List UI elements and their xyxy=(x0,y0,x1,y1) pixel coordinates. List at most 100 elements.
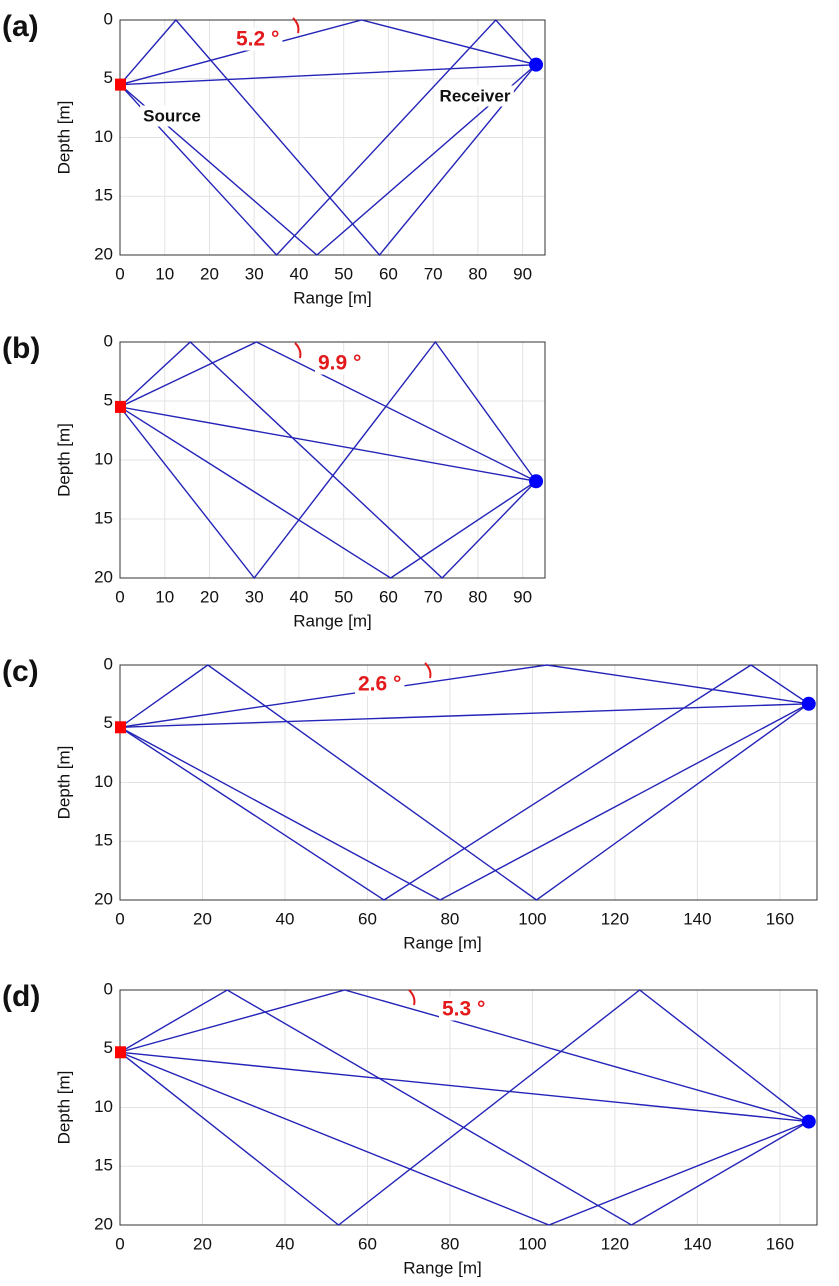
y-tick-label: 20 xyxy=(94,1214,113,1233)
x-tick-label: 20 xyxy=(200,264,219,283)
angle-label: 2.6 ° xyxy=(358,673,401,696)
x-tick-label: 100 xyxy=(518,909,546,928)
plot-frame xyxy=(119,341,546,579)
y-tick-label: 15 xyxy=(94,831,113,850)
receiver-label: Receiver xyxy=(440,86,511,105)
ray xyxy=(119,989,809,1123)
source-marker xyxy=(115,78,126,91)
ray xyxy=(119,18,537,257)
angle-label: 9.9 ° xyxy=(318,352,361,375)
y-tick-label: 10 xyxy=(94,449,113,468)
ray xyxy=(119,340,537,580)
panel-label: (c) xyxy=(2,655,39,688)
y-tick-label: 20 xyxy=(94,244,113,263)
angle-arc xyxy=(294,342,302,359)
receiver-marker xyxy=(801,696,816,711)
x-tick-label: 40 xyxy=(289,264,308,283)
y-tick-label: 10 xyxy=(94,772,113,791)
ray xyxy=(119,19,537,86)
x-axis-label: Range [m] xyxy=(403,933,481,952)
angle-arc xyxy=(424,662,432,679)
ray xyxy=(119,406,537,482)
x-axis-label: Range [m] xyxy=(293,288,371,307)
x-tick-label: 140 xyxy=(683,1234,711,1253)
ray xyxy=(119,664,810,901)
x-tick-label: 0 xyxy=(115,909,124,928)
ray xyxy=(119,989,810,1226)
receiver-marker xyxy=(529,474,544,489)
ray xyxy=(119,18,537,257)
y-tick-label: 20 xyxy=(94,567,113,586)
angle-arc xyxy=(292,17,300,34)
x-tick-label: 0 xyxy=(115,264,124,283)
label-bg xyxy=(439,997,489,1021)
y-axis-label: Depth [m] xyxy=(54,101,73,175)
y-tick-label: 0 xyxy=(104,9,113,28)
label-bg xyxy=(315,351,365,375)
x-tick-label: 120 xyxy=(601,1234,629,1253)
receiver-marker xyxy=(529,57,544,72)
ray xyxy=(119,664,809,728)
ray xyxy=(119,989,810,1226)
y-axis-label: Depth [m] xyxy=(54,423,73,497)
ray xyxy=(119,703,809,728)
ray xyxy=(119,341,537,579)
label-bg xyxy=(233,27,283,51)
y-tick-label: 0 xyxy=(104,654,113,673)
x-axis-label: Range [m] xyxy=(293,611,371,630)
panel-label: (a) xyxy=(2,10,39,43)
y-tick-label: 10 xyxy=(94,127,113,146)
source-marker xyxy=(115,721,126,734)
ray xyxy=(119,341,537,482)
x-tick-label: 70 xyxy=(424,264,443,283)
x-tick-label: 0 xyxy=(115,587,124,606)
y-tick-label: 5 xyxy=(104,390,113,409)
x-tick-label: 10 xyxy=(155,587,174,606)
source-marker xyxy=(115,400,126,413)
label-bg xyxy=(436,85,514,107)
x-tick-label: 140 xyxy=(683,909,711,928)
label-bg xyxy=(140,105,204,127)
source-label: Source xyxy=(143,106,201,125)
ray xyxy=(119,1051,810,1226)
y-tick-label: 5 xyxy=(104,68,113,87)
y-axis-label: Depth [m] xyxy=(54,1071,73,1145)
ray xyxy=(119,64,537,256)
y-tick-label: 5 xyxy=(104,713,113,732)
panel-label: (b) xyxy=(2,332,40,365)
x-tick-label: 160 xyxy=(766,909,794,928)
x-tick-label: 90 xyxy=(513,587,532,606)
y-tick-label: 0 xyxy=(104,979,113,998)
x-tick-label: 80 xyxy=(468,587,487,606)
x-axis-label: Range [m] xyxy=(403,1258,481,1277)
x-tick-label: 160 xyxy=(766,1234,794,1253)
y-tick-label: 15 xyxy=(94,1156,113,1175)
y-tick-label: 15 xyxy=(94,508,113,527)
x-tick-label: 70 xyxy=(424,587,443,606)
x-tick-label: 80 xyxy=(468,264,487,283)
x-tick-label: 60 xyxy=(379,264,398,283)
x-tick-label: 60 xyxy=(358,1234,377,1253)
x-tick-label: 90 xyxy=(513,264,532,283)
x-tick-label: 50 xyxy=(334,264,353,283)
x-tick-label: 30 xyxy=(245,264,264,283)
x-tick-label: 20 xyxy=(200,587,219,606)
x-tick-label: 30 xyxy=(245,587,264,606)
y-tick-label: 20 xyxy=(94,889,113,908)
plot-frame xyxy=(119,19,546,256)
ray xyxy=(119,664,810,901)
plot-frame xyxy=(119,664,818,901)
angle-label: 5.2 ° xyxy=(236,28,279,51)
y-tick-label: 0 xyxy=(104,331,113,350)
source-marker xyxy=(115,1046,126,1059)
y-tick-label: 15 xyxy=(94,186,113,205)
angle-label: 5.3 ° xyxy=(442,998,485,1021)
ray xyxy=(119,406,537,579)
x-tick-label: 20 xyxy=(193,909,212,928)
receiver-marker xyxy=(801,1114,816,1129)
plot-frame xyxy=(119,989,818,1226)
x-tick-label: 60 xyxy=(358,909,377,928)
angle-arc xyxy=(408,989,416,1006)
x-tick-label: 40 xyxy=(276,909,295,928)
